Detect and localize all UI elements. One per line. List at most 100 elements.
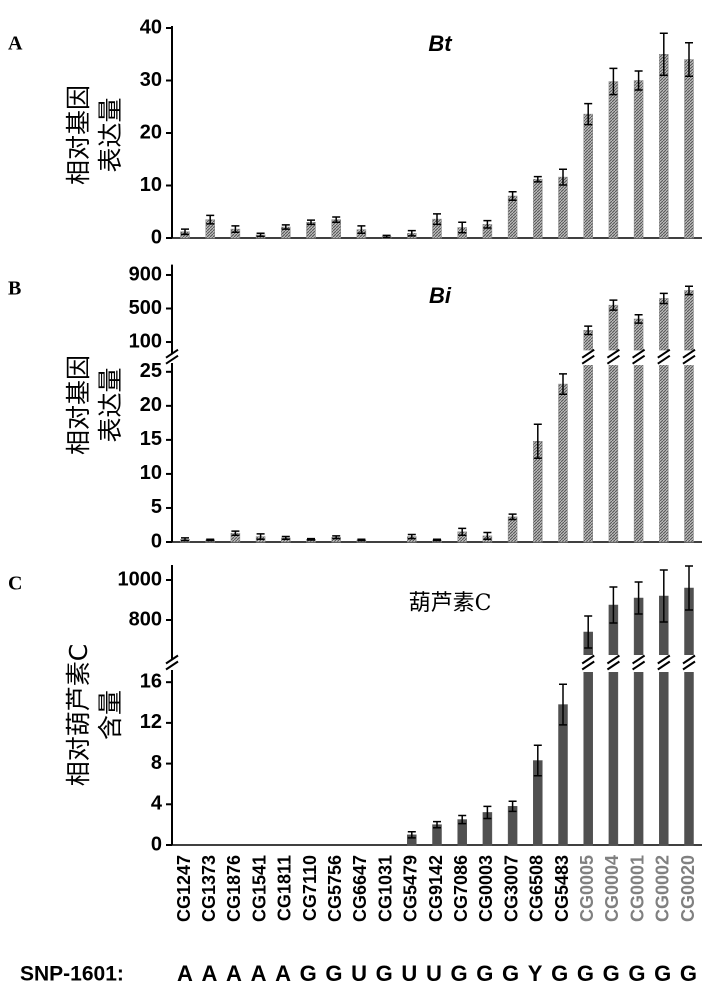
bar	[608, 81, 619, 239]
y-tick-label: 15	[140, 428, 162, 450]
y-tick-label: 10	[140, 462, 162, 484]
axis-break	[606, 654, 620, 671]
y-tick-label: 900	[129, 263, 162, 285]
error-bar	[659, 32, 668, 76]
bar	[507, 516, 518, 543]
error-bar	[332, 216, 341, 223]
error-bar	[231, 530, 240, 536]
x-tick-label: CG7110	[300, 855, 320, 921]
error-bar	[281, 535, 290, 541]
panel-label: C	[8, 573, 22, 595]
error-bar	[533, 423, 542, 460]
y-tick-label: 12	[140, 711, 162, 733]
bar-break-gap	[680, 350, 698, 365]
y-tick-label: 30	[140, 69, 162, 91]
error-bar	[433, 820, 441, 829]
bar	[608, 671, 619, 846]
y-tick-label: 0	[151, 530, 162, 552]
x-tick-label: CG0020	[678, 855, 698, 922]
bar	[507, 195, 518, 239]
x-tick-label: CG7086	[451, 855, 471, 922]
bar-break-gap	[604, 350, 623, 365]
x-tick-label: CG1247	[174, 855, 194, 922]
error-bar	[407, 229, 416, 237]
x-tick-label: CG1031	[375, 855, 395, 922]
snp-label: SNP-1601:	[20, 963, 124, 986]
bar	[608, 304, 619, 351]
bar	[558, 383, 568, 543]
error-bar	[634, 581, 643, 615]
error-bar	[659, 292, 668, 305]
y-tick-label: 800	[129, 608, 162, 630]
error-bar	[609, 67, 618, 96]
error-bar	[458, 527, 467, 536]
error-bar	[559, 168, 567, 186]
error-bar	[458, 221, 467, 234]
error-bar	[407, 831, 416, 839]
error-bar	[609, 299, 618, 311]
error-bar	[307, 537, 315, 541]
x-tick-label: CG0005	[577, 855, 597, 922]
error-bar	[433, 538, 441, 542]
x-tick-label: CG1876	[224, 855, 244, 922]
error-bar	[231, 225, 240, 233]
error-bar	[634, 314, 643, 324]
x-tick-label: CG5479	[401, 855, 421, 922]
panel-title: Bt	[428, 31, 453, 56]
axis-break	[606, 348, 620, 365]
y-tick-label: 40	[140, 16, 162, 38]
bar-break-gap	[629, 655, 648, 672]
error-bar	[685, 565, 693, 611]
error-bar	[584, 102, 593, 126]
x-tick-label: CG1811	[275, 855, 295, 921]
y-tick-label: 16	[140, 670, 162, 692]
axis-break	[657, 348, 671, 365]
y-axis-label: 表达量	[96, 97, 125, 172]
error-bar	[181, 228, 189, 236]
bar	[659, 364, 669, 543]
bar	[533, 178, 543, 239]
bar-break-gap	[654, 350, 673, 365]
bar	[684, 290, 694, 351]
y-tick-label: 4	[151, 793, 163, 815]
error-bar	[256, 533, 265, 541]
error-bar	[256, 232, 265, 238]
axis-break	[632, 348, 646, 365]
axis-break	[657, 654, 671, 671]
error-bar	[685, 41, 693, 78]
error-bar	[433, 213, 441, 226]
axis-break	[682, 654, 696, 671]
error-bar	[483, 531, 492, 541]
error-bar	[307, 219, 315, 226]
axis-break	[581, 654, 595, 671]
error-bar	[357, 538, 366, 542]
y-axis-label: 表达量	[96, 367, 125, 442]
y-tick-label: 1000	[118, 568, 163, 590]
y-tick-label: 25	[140, 360, 162, 382]
bar	[558, 176, 568, 239]
error-bar	[181, 537, 189, 542]
x-tick-label: CG1541	[249, 855, 269, 922]
bar-break-gap	[654, 655, 673, 672]
axis-break	[682, 348, 696, 365]
y-tick-label: 20	[140, 121, 162, 143]
error-bar	[559, 683, 567, 726]
error-bar	[508, 191, 517, 201]
error-bar	[508, 800, 517, 813]
bar	[633, 80, 644, 239]
bar	[684, 671, 694, 846]
error-bar	[458, 814, 467, 825]
bar	[608, 364, 619, 543]
y-tick-label: 5	[151, 496, 162, 518]
bar-break-gap	[680, 655, 698, 672]
error-bar	[584, 615, 593, 649]
y-axis-label: 相对基因	[64, 85, 93, 185]
axis-break	[581, 348, 595, 365]
y-axis-label: 相对葫芦素C	[64, 644, 93, 786]
y-axis-label: 相对基因	[64, 355, 93, 455]
y-tick-label: 100	[129, 330, 162, 352]
error-bar	[483, 805, 492, 820]
bar-break-gap	[604, 655, 623, 672]
bar	[659, 54, 669, 239]
